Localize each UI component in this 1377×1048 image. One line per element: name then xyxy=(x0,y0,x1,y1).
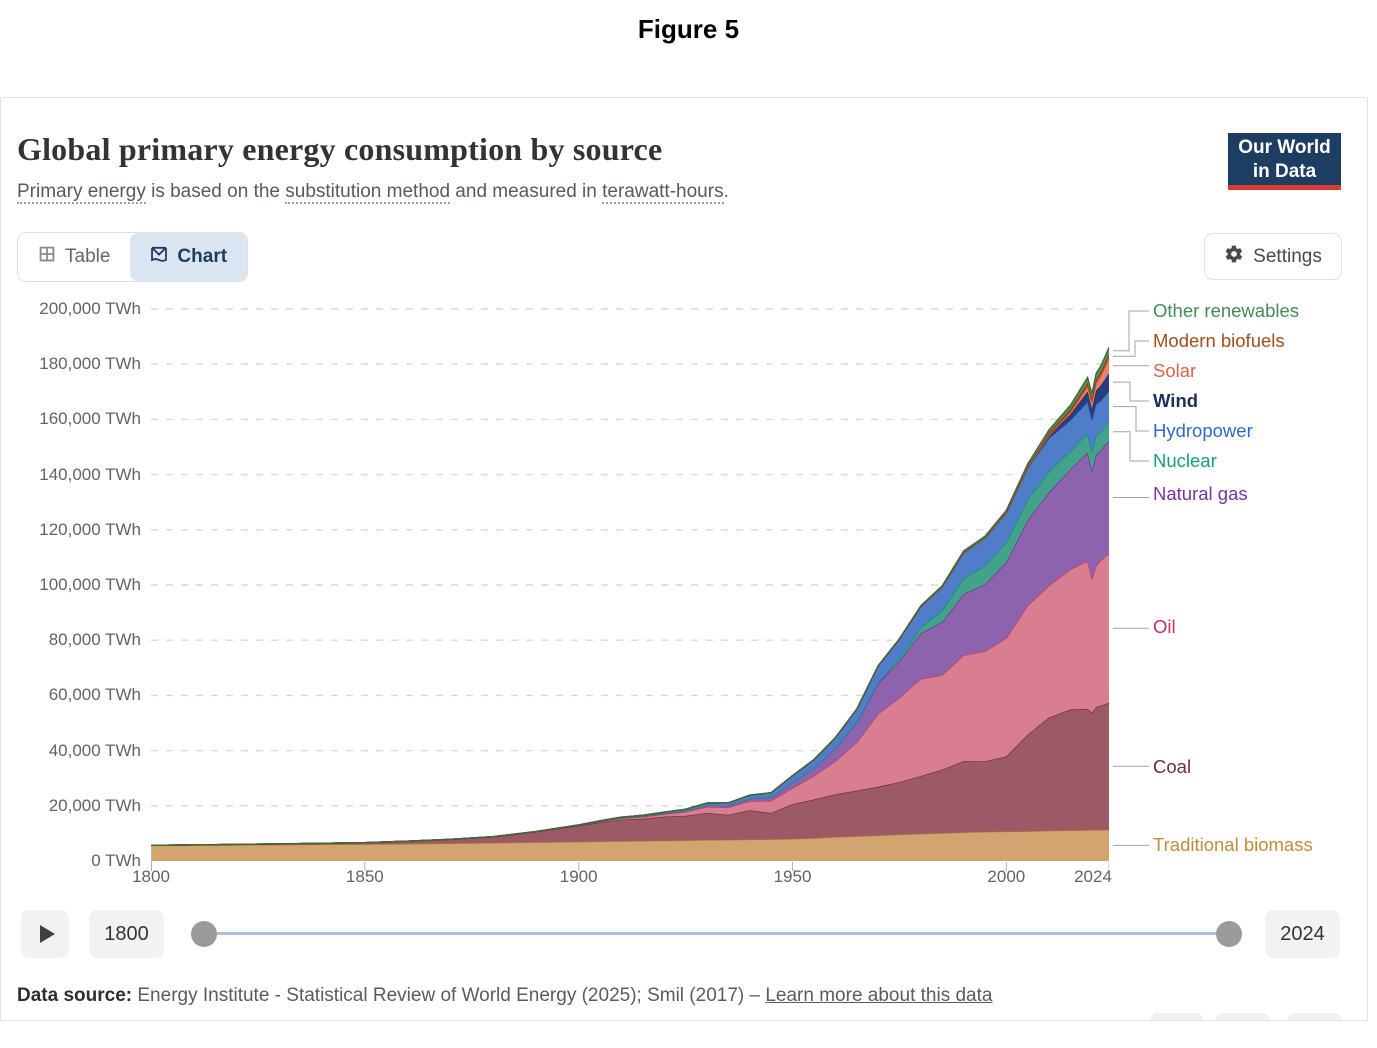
view-tabs: Table Chart xyxy=(17,232,249,282)
area-hydropower[interactable] xyxy=(151,391,1109,846)
tab-chart[interactable]: Chart xyxy=(130,233,248,281)
timeline-handle-start[interactable] xyxy=(191,921,217,947)
owid-logo: Our World in Data xyxy=(1228,133,1341,190)
legend-label-wind[interactable]: Wind xyxy=(1153,390,1199,411)
legend-connector-hydropower xyxy=(1113,406,1149,432)
area-outline-other-renewables xyxy=(151,347,1109,846)
subtitle-text: is based on the xyxy=(145,181,286,202)
x-axis-label: 1850 xyxy=(345,867,384,886)
learn-more-link[interactable]: Learn more about this data xyxy=(765,985,993,1006)
y-axis-label: 20,000 TWh xyxy=(48,795,141,815)
subtitle-text: . xyxy=(723,181,729,202)
stacked-area-plot[interactable] xyxy=(151,301,1109,879)
legend-label-solar[interactable]: Solar xyxy=(1153,360,1197,381)
legend-connector-wind xyxy=(1113,381,1149,402)
y-axis-label: 160,000 TWh xyxy=(39,409,141,429)
area-coal[interactable] xyxy=(151,702,1109,846)
y-axis-label: 120,000 TWh xyxy=(39,519,141,539)
data-source-line: Data source: Energy Institute - Statisti… xyxy=(17,985,992,1007)
data-source-prefix: Data source: xyxy=(17,985,133,1006)
action-button-partial-1[interactable] xyxy=(1151,1013,1202,1020)
legend-connectors xyxy=(1113,310,1149,846)
subtitle-link[interactable]: terawatt-hours xyxy=(602,181,724,204)
legend-label-oil[interactable]: Oil xyxy=(1153,616,1176,637)
subtitle-link[interactable]: Primary energy xyxy=(17,181,146,204)
x-axis-label: 2024 xyxy=(1074,867,1112,886)
tab-table[interactable]: Table xyxy=(18,233,130,281)
y-axis-label: 40,000 TWh xyxy=(48,740,141,760)
y-axis-label: 140,000 TWh xyxy=(39,464,141,484)
tab-chart-label: Chart xyxy=(177,246,228,267)
owid-logo-line1: Our World xyxy=(1238,137,1331,158)
subtitle-text: and measured in xyxy=(450,181,603,202)
table-icon xyxy=(38,245,56,269)
timeline-slider-track[interactable] xyxy=(204,932,1229,935)
data-source-text: Energy Institute - Statistical Review of… xyxy=(132,985,745,1006)
action-button-partial-2[interactable] xyxy=(1216,1013,1269,1020)
legend-label-nuclear[interactable]: Nuclear xyxy=(1153,450,1217,471)
x-axis-label: 2000 xyxy=(987,867,1026,886)
legend-connector-modern-biofuels xyxy=(1113,340,1149,357)
chart-card: Global primary energy consumption by sou… xyxy=(0,97,1368,1021)
y-axis-label: 80,000 TWh xyxy=(48,630,141,650)
y-axis-label: 200,000 TWh xyxy=(39,299,141,318)
x-axis-label: 1800 xyxy=(132,867,170,886)
start-year-box[interactable]: 1800 xyxy=(89,910,164,958)
legend-connector-other-renewables xyxy=(1113,310,1149,352)
chart-icon xyxy=(150,245,168,269)
page-title: Global primary energy consumption by sou… xyxy=(17,131,663,167)
legend-label-modern-biofuels[interactable]: Modern biofuels xyxy=(1153,330,1285,351)
legend-label-coal[interactable]: Coal xyxy=(1153,756,1192,777)
subtitle-link[interactable]: substitution method xyxy=(285,181,451,204)
x-axis-label: 1900 xyxy=(559,867,598,886)
legend-label-other-renewables[interactable]: Other renewables xyxy=(1153,300,1300,321)
legend-label-traditional-biomass[interactable]: Traditional biomass xyxy=(1153,834,1313,855)
area-natural-gas[interactable] xyxy=(151,441,1109,846)
owid-logo-accent xyxy=(1228,185,1341,190)
legend-connector-nuclear xyxy=(1113,431,1149,462)
chart-subtitle: Primary energy is based on the substitut… xyxy=(17,181,729,204)
action-button-partial-3[interactable] xyxy=(1288,1013,1341,1020)
y-axis-label: 0 TWh xyxy=(91,851,141,870)
owid-logo-line2: in Data xyxy=(1252,161,1317,182)
legend-label-natural-gas[interactable]: Natural gas xyxy=(1153,483,1248,504)
area-traditional-biomass[interactable] xyxy=(151,829,1109,861)
x-axis-label: 1950 xyxy=(773,867,812,886)
area-oil[interactable] xyxy=(151,553,1109,846)
data-source-separator: – xyxy=(744,985,766,1006)
tab-table-label: Table xyxy=(65,246,111,267)
figure-label: Figure 5 xyxy=(637,14,740,44)
y-axis-label: 100,000 TWh xyxy=(39,575,141,594)
timeline-handle-end[interactable] xyxy=(1216,921,1242,947)
play-button[interactable] xyxy=(21,910,69,958)
y-axis-label: 60,000 TWh xyxy=(48,685,141,705)
settings-label: Settings xyxy=(1253,245,1322,267)
gear-icon xyxy=(1224,244,1244,270)
y-axis-label: 180,000 TWh xyxy=(39,354,141,374)
end-year-box[interactable]: 2024 xyxy=(1265,910,1340,958)
play-icon xyxy=(39,925,55,943)
legend-label-hydropower[interactable]: Hydropower xyxy=(1153,420,1253,441)
settings-button[interactable]: Settings xyxy=(1204,233,1342,280)
